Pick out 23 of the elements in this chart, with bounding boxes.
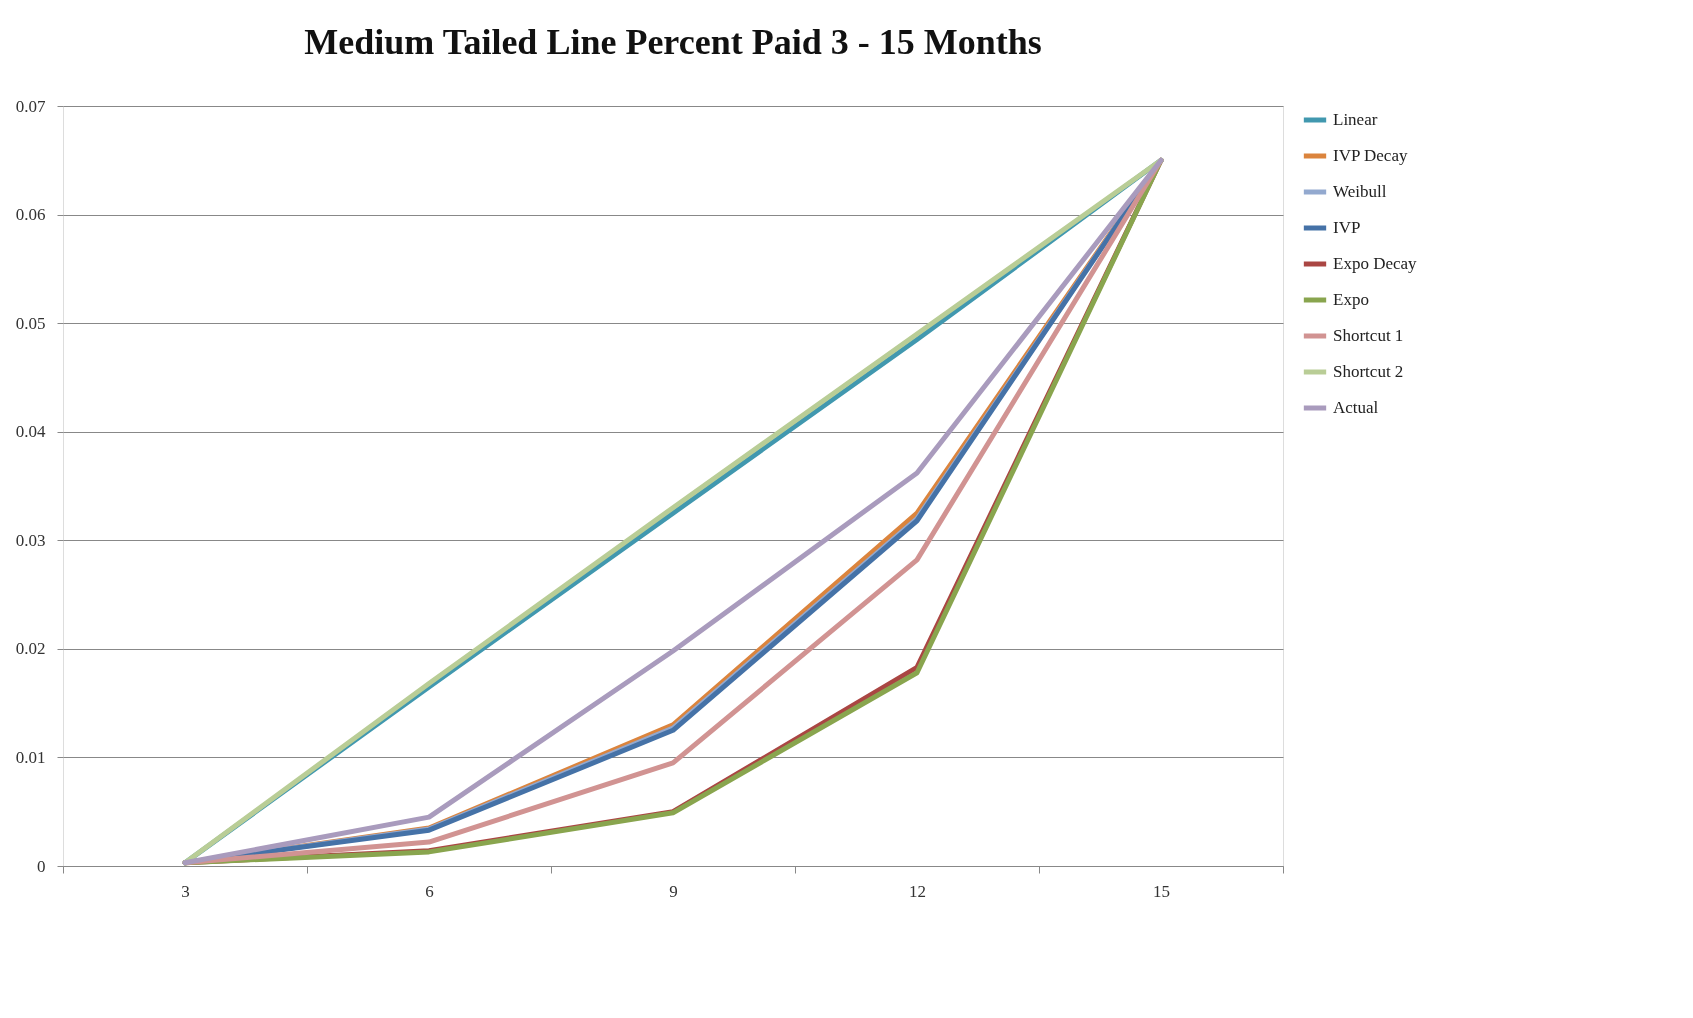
- legend-label: Shortcut 2: [1333, 362, 1404, 381]
- legend-label: IVP Decay: [1333, 146, 1408, 165]
- legend-label: Weibull: [1333, 182, 1387, 201]
- y-tick-label: 0: [37, 856, 46, 876]
- y-tick-label: 0.06: [15, 205, 46, 225]
- legend-label: Actual: [1333, 398, 1379, 417]
- y-tick-label: 0.01: [15, 747, 46, 767]
- legend-label: Expo: [1333, 290, 1369, 309]
- y-tick-label: 0.05: [15, 313, 46, 333]
- x-tick-label: 9: [669, 881, 678, 901]
- y-tick-label: 0.03: [15, 530, 46, 550]
- chart-title: Medium Tailed Line Percent Paid 3 - 15 Months: [304, 22, 1042, 62]
- x-tick-label: 6: [425, 881, 434, 901]
- legend-label: Linear: [1333, 110, 1378, 129]
- legend-label: IVP: [1333, 218, 1361, 237]
- x-tick-label: 12: [909, 881, 926, 901]
- legend-label: Expo Decay: [1333, 254, 1418, 273]
- x-tick-label: 3: [181, 881, 190, 901]
- y-tick-label: 0.02: [15, 639, 46, 659]
- y-tick-label: 0.07: [15, 96, 46, 116]
- legend-label: Shortcut 1: [1333, 326, 1404, 345]
- x-tick-label: 15: [1153, 881, 1170, 901]
- y-tick-label: 0.04: [15, 422, 46, 442]
